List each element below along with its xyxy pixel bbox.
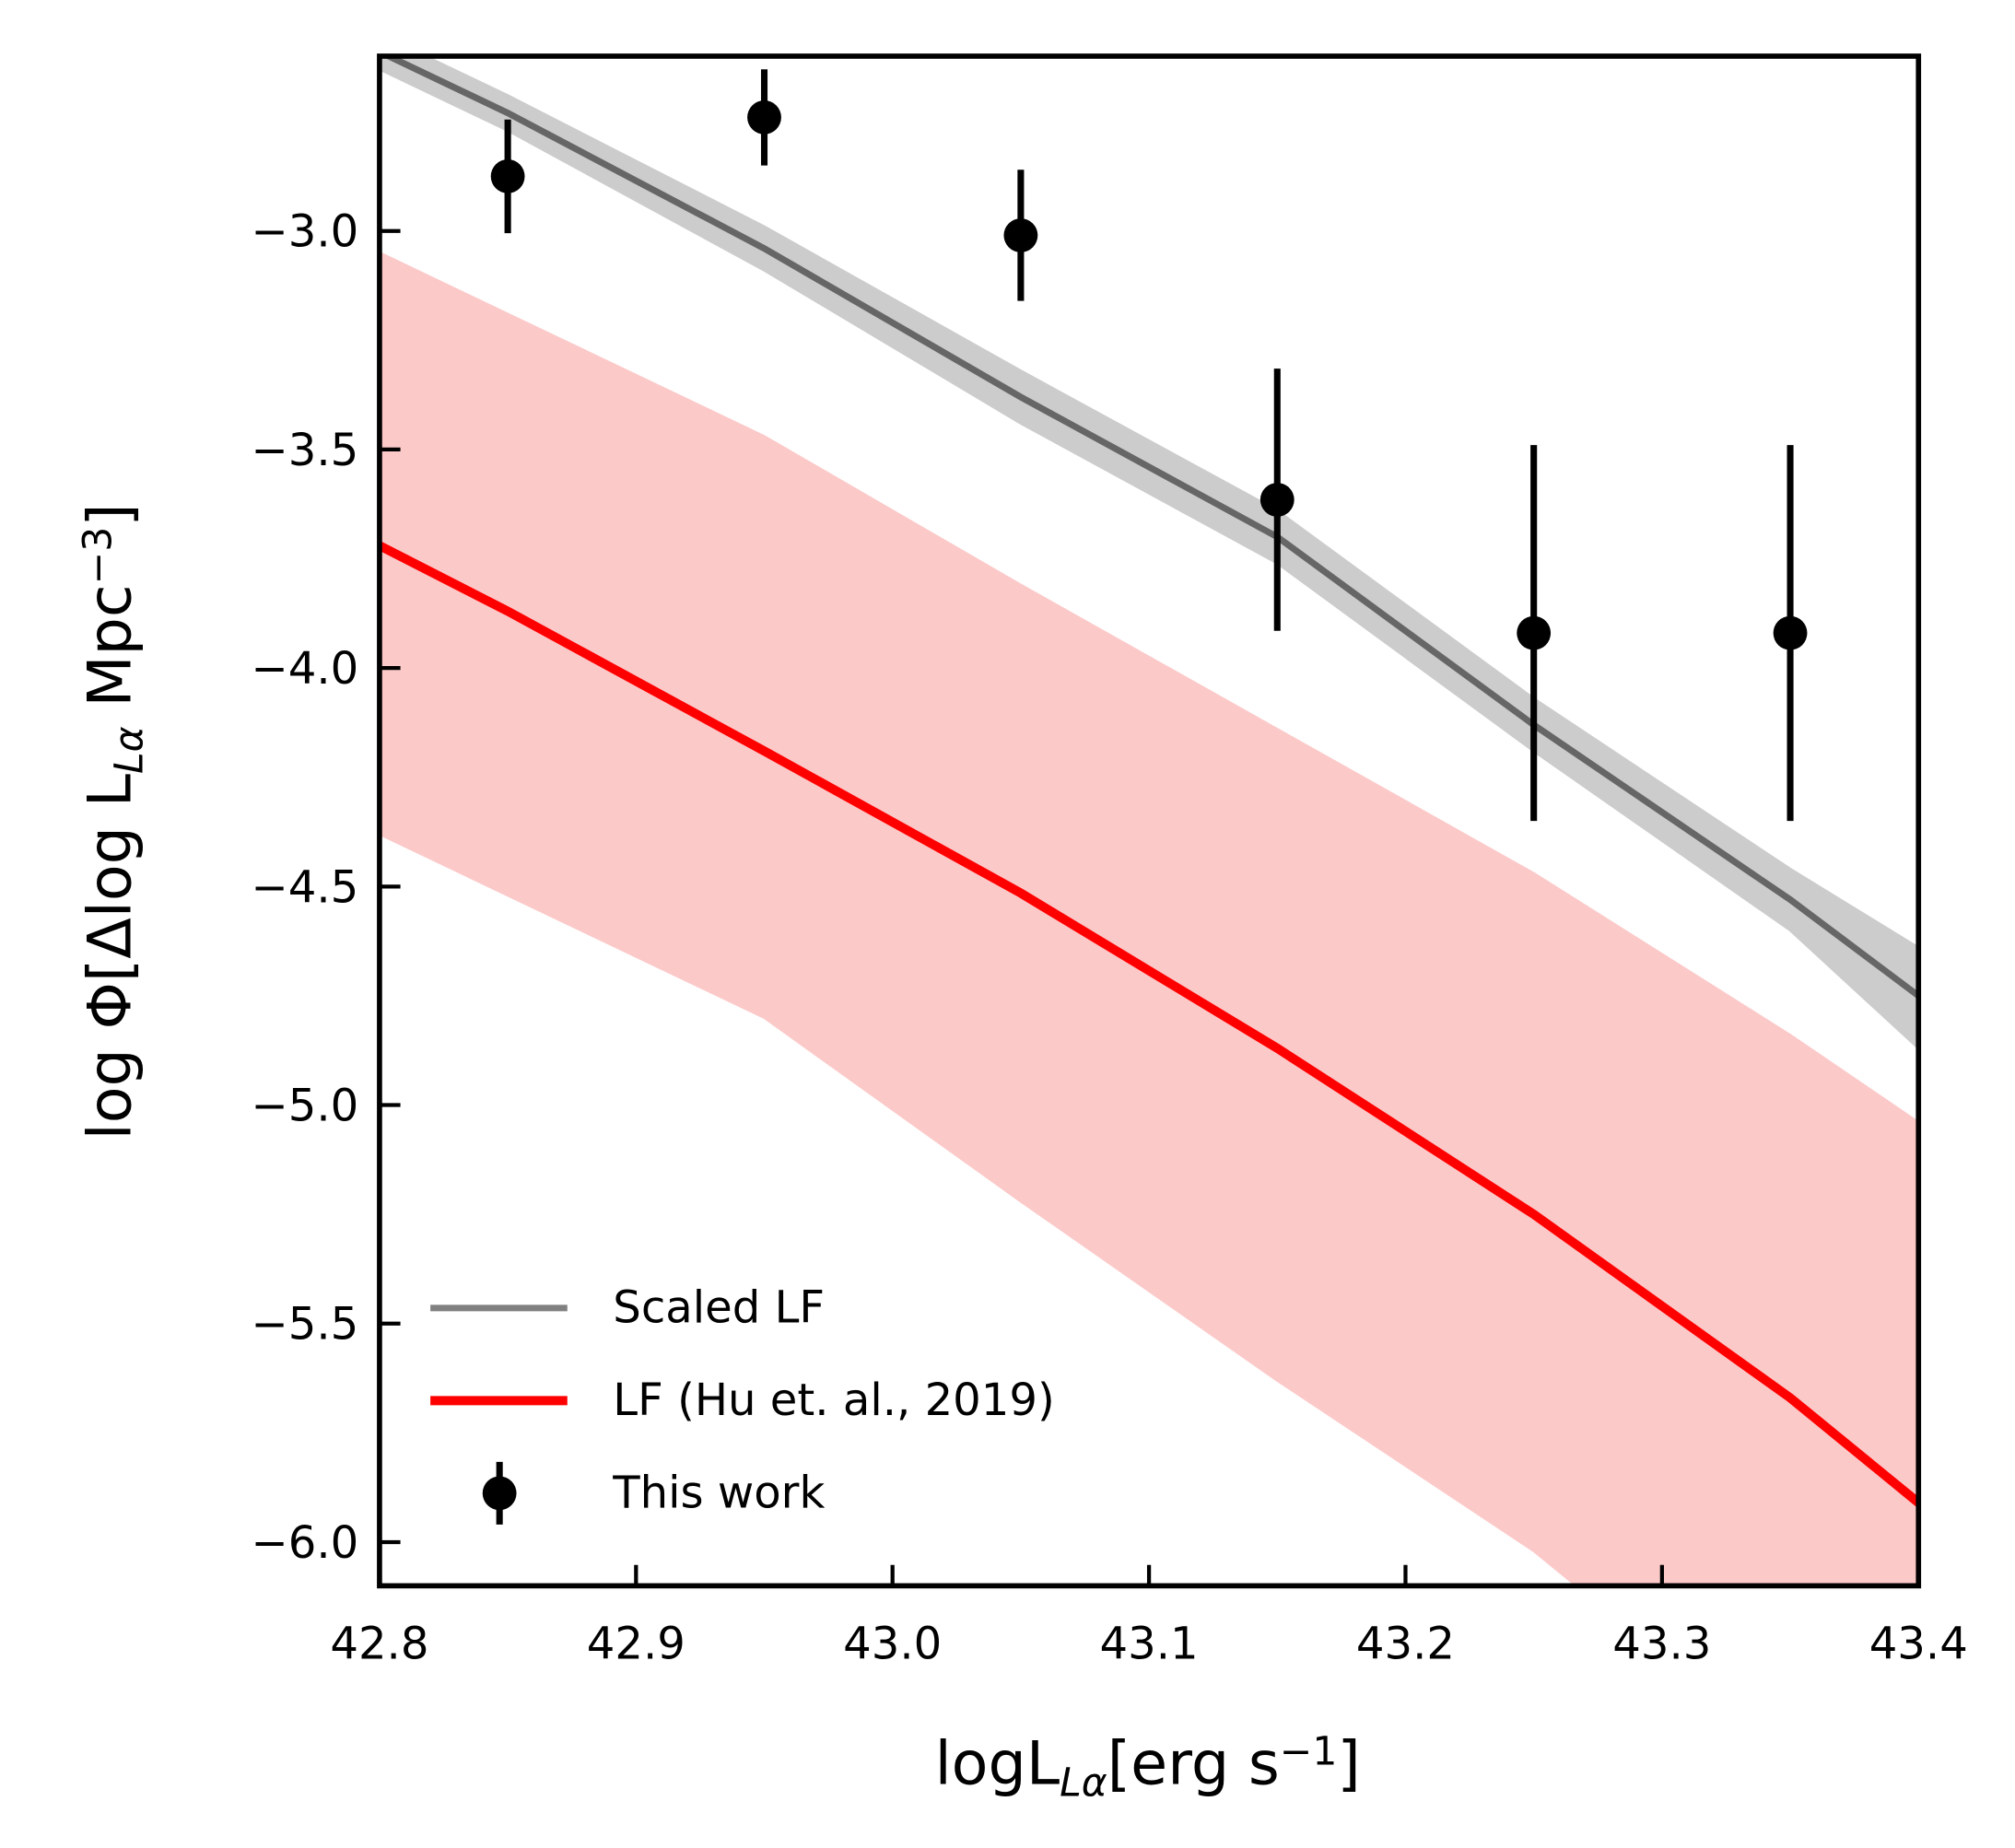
y-tick-label: −6.0 bbox=[251, 1517, 358, 1569]
legend-marker bbox=[482, 1476, 517, 1511]
ylabel-part: Lα bbox=[107, 726, 152, 774]
legend-label: This work bbox=[612, 1468, 825, 1519]
xlabel-part: ] bbox=[1337, 1730, 1360, 1799]
data-point bbox=[1259, 483, 1295, 517]
y-axis-label: log Φ[Δlog LLα Mpc−3] bbox=[76, 503, 153, 1140]
y-tick-label: −5.5 bbox=[251, 1299, 358, 1351]
confidence-band bbox=[379, 55, 1919, 1050]
data-point bbox=[1773, 615, 1808, 650]
x-tick-label: 43.1 bbox=[1100, 1619, 1199, 1670]
x-tick-label: 42.9 bbox=[587, 1619, 685, 1670]
line bbox=[381, 55, 1919, 999]
xlabel-part: Lα bbox=[1060, 1760, 1107, 1806]
xlabel-part: [erg s bbox=[1107, 1730, 1280, 1799]
y-tick-label: −4.5 bbox=[251, 861, 358, 913]
x-tick-label: 43.2 bbox=[1356, 1619, 1455, 1670]
data-point bbox=[747, 99, 781, 135]
data-point bbox=[490, 159, 525, 193]
data-point bbox=[1517, 615, 1552, 650]
data-point bbox=[1003, 218, 1038, 252]
xlabel-part: −1 bbox=[1280, 1730, 1338, 1775]
confidence-band bbox=[379, 251, 1919, 1586]
ylabel-part: ] bbox=[76, 503, 146, 526]
x-axis-label: logLLα[erg s−1] bbox=[935, 1730, 1361, 1807]
y-tick-label: −4.0 bbox=[251, 643, 358, 695]
xlabel-part: logL bbox=[935, 1730, 1060, 1799]
x-tick-label: 43.4 bbox=[1869, 1619, 1968, 1670]
x-tick-label: 43.0 bbox=[843, 1619, 942, 1670]
x-tick-label: 43.3 bbox=[1612, 1619, 1711, 1670]
plot-area bbox=[379, 55, 1919, 1586]
ylabel-part: Mpc bbox=[76, 584, 146, 726]
line bbox=[379, 541, 1919, 1507]
ylabel-part: −3 bbox=[76, 527, 122, 585]
legend-label: LF (Hu et. al., 2019) bbox=[613, 1374, 1054, 1426]
legend-label: Scaled LF bbox=[613, 1282, 825, 1334]
y-tick-label: −3.5 bbox=[251, 425, 358, 476]
y-tick-label: −5.0 bbox=[251, 1081, 358, 1132]
y-tick-label: −3.0 bbox=[251, 206, 358, 258]
ylabel-part: log Φ[Δlog L bbox=[76, 774, 146, 1140]
x-tick-label: 42.8 bbox=[330, 1619, 428, 1670]
